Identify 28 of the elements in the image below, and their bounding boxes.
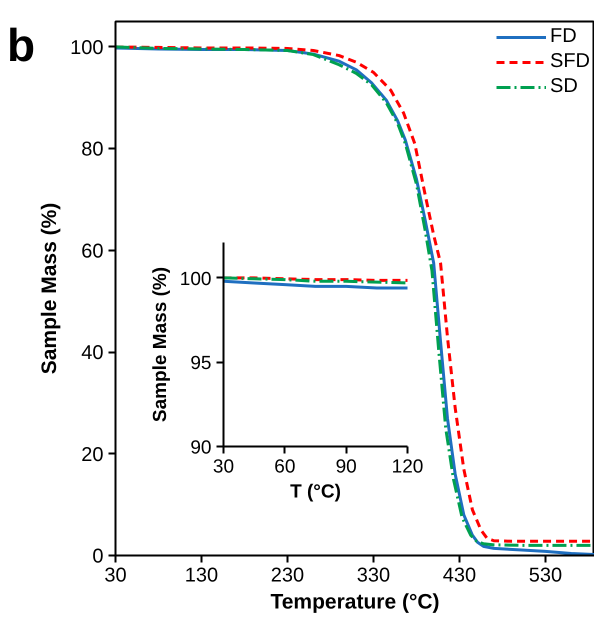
x-tick-label: 120 [392,456,424,478]
text: b [7,18,36,73]
legend-label: SFD [550,50,590,73]
x-tick-label: 90 [336,456,357,478]
x-tick-label: 430 [442,564,476,586]
legend-label: FD [550,25,577,48]
y-axis-title: Sample Mass (%) [150,266,171,422]
x-tick-label: 130 [184,564,218,586]
y-tick-label: 100 [180,268,212,290]
y-tick-label: 40 [81,342,104,364]
x-axis-title: T (°C) [290,482,341,502]
y-axis-title: Sample Mass (%) [38,202,62,374]
y-tick-label: 0 [92,546,104,568]
x-tick-label: 60 [274,456,296,478]
x-tick-label: 530 [528,564,562,586]
y-tick-label: 20 [81,444,104,466]
legend-label: SD [550,75,578,98]
y-tick-label: 90 [190,438,212,458]
y-tick-label: 100 [70,36,104,59]
line-series [224,280,408,290]
x-tick-label: 230 [270,564,304,586]
y-tick-label: 60 [81,240,104,262]
x-tick-label: 30 [212,456,234,478]
x-axis-title: Temperature (°C) [270,590,440,614]
y-tick-label: 95 [190,353,212,374]
y-tick-label: 80 [81,138,104,161]
x-tick-label: 330 [356,564,390,586]
x-tick-label: 30 [104,564,127,586]
